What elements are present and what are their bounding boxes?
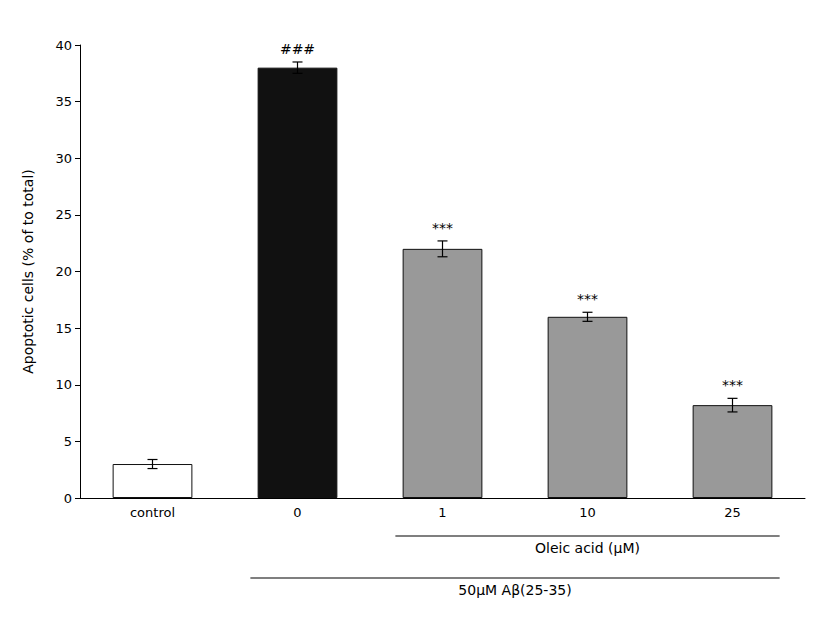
svg-text:0: 0: [293, 505, 301, 520]
svg-text:1: 1: [438, 505, 446, 520]
svg-text:5: 5: [64, 434, 72, 449]
svg-text:25: 25: [724, 505, 741, 520]
svg-text:control: control: [130, 505, 175, 520]
svg-text:Apoptotic cells (% of to total: Apoptotic cells (% of to total): [20, 169, 36, 373]
svg-text:***: ***: [722, 377, 743, 393]
svg-text:20: 20: [55, 264, 72, 279]
svg-text:Oleic acid (μM): Oleic acid (μM): [535, 540, 640, 556]
svg-text:30: 30: [55, 151, 72, 166]
svg-text:0: 0: [64, 491, 72, 506]
svg-text:40: 40: [55, 38, 72, 53]
svg-text:15: 15: [55, 321, 72, 336]
svg-text:***: ***: [577, 291, 598, 307]
svg-text:10: 10: [55, 377, 72, 392]
svg-text:25: 25: [55, 207, 72, 222]
svg-text:###: ###: [280, 41, 315, 57]
svg-text:10: 10: [579, 505, 596, 520]
svg-text:35: 35: [55, 94, 72, 109]
svg-text:50μM Aβ(25-35): 50μM Aβ(25-35): [458, 582, 571, 598]
svg-text:***: ***: [432, 220, 453, 236]
